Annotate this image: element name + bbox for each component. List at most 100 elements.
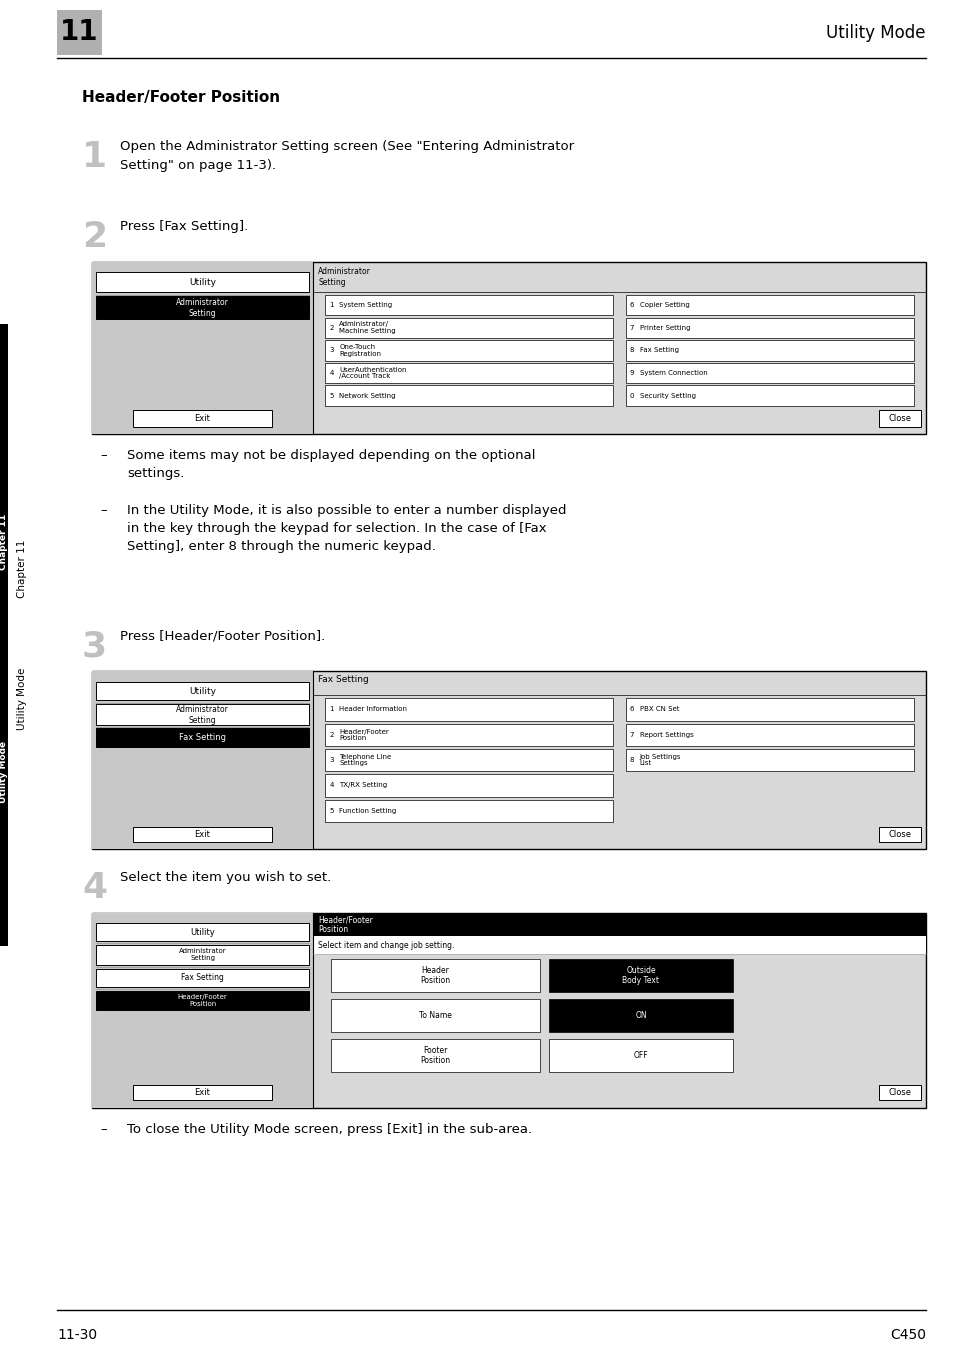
- Text: Administrator
Setting: Administrator Setting: [176, 704, 229, 725]
- Bar: [625, 385, 913, 406]
- Text: –: –: [100, 449, 107, 462]
- Bar: [325, 799, 613, 822]
- Bar: [625, 362, 913, 383]
- Bar: [133, 410, 272, 427]
- Bar: [96, 968, 309, 987]
- Text: –: –: [100, 1124, 107, 1136]
- Text: Telephone Line
Settings: Telephone Line Settings: [339, 754, 391, 767]
- Bar: [96, 729, 309, 748]
- Text: Network Setting: Network Setting: [339, 392, 395, 399]
- Text: Press [Fax Setting].: Press [Fax Setting].: [120, 220, 248, 233]
- Text: Printer Setting: Printer Setting: [639, 324, 689, 331]
- Bar: [96, 945, 309, 964]
- Bar: [96, 272, 309, 292]
- Text: 4: 4: [82, 871, 107, 904]
- Text: 11: 11: [60, 19, 99, 46]
- Text: Header/Footer Position: Header/Footer Position: [82, 91, 280, 105]
- Bar: [91, 913, 925, 1109]
- Text: Close: Close: [887, 830, 910, 838]
- Text: Function Setting: Function Setting: [339, 807, 396, 814]
- Text: Fax Setting: Fax Setting: [639, 347, 678, 353]
- Text: 8: 8: [629, 347, 634, 353]
- Text: System Setting: System Setting: [339, 301, 392, 308]
- Text: Open the Administrator Setting screen (See "Entering Administrator
Setting" on p: Open the Administrator Setting screen (S…: [120, 141, 574, 172]
- Text: Copier Setting: Copier Setting: [639, 301, 689, 308]
- Bar: [625, 699, 913, 721]
- Bar: [325, 318, 613, 338]
- Bar: [313, 937, 925, 955]
- Text: C450: C450: [889, 1328, 925, 1343]
- Bar: [625, 295, 913, 315]
- Text: Some items may not be displayed depending on the optional
settings.: Some items may not be displayed dependin…: [127, 449, 535, 480]
- Text: Utility: Utility: [190, 927, 214, 937]
- Text: Administrator
Setting: Administrator Setting: [317, 268, 371, 287]
- Text: 9: 9: [629, 370, 634, 376]
- Text: ON: ON: [635, 1011, 646, 1021]
- Bar: [57, 9, 102, 55]
- Text: Header Information: Header Information: [339, 707, 407, 713]
- Bar: [878, 827, 920, 842]
- Text: To Name: To Name: [418, 1011, 452, 1021]
- Text: 11-30: 11-30: [57, 1328, 97, 1343]
- Text: 0: 0: [629, 392, 634, 399]
- Text: 6: 6: [629, 707, 634, 713]
- Text: Header/Footer: Header/Footer: [317, 915, 373, 923]
- Text: 2: 2: [82, 220, 107, 254]
- Text: Administrator
Setting: Administrator Setting: [176, 297, 229, 318]
- Text: Select item and change job setting.: Select item and change job setting.: [317, 941, 454, 949]
- Text: Utility Mode: Utility Mode: [0, 741, 9, 803]
- Bar: [325, 362, 613, 383]
- Text: Chapter 11: Chapter 11: [0, 514, 9, 571]
- Text: 2: 2: [329, 731, 334, 738]
- Text: Fax Setting: Fax Setting: [181, 973, 224, 983]
- Text: In the Utility Mode, it is also possible to enter a number displayed
in the key : In the Utility Mode, it is also possible…: [127, 504, 566, 553]
- Bar: [325, 775, 613, 796]
- Text: Outside
Body Text: Outside Body Text: [621, 967, 659, 986]
- Text: UserAuthentication
/Account Track: UserAuthentication /Account Track: [339, 366, 406, 379]
- Bar: [91, 262, 925, 434]
- Text: Utility: Utility: [189, 277, 215, 287]
- Text: PBX CN Set: PBX CN Set: [639, 707, 679, 713]
- Text: Close: Close: [887, 414, 910, 423]
- Text: 3: 3: [329, 757, 334, 763]
- Text: 1: 1: [329, 707, 334, 713]
- Text: Utility Mode: Utility Mode: [825, 23, 925, 42]
- Text: Administrator
Setting: Administrator Setting: [178, 948, 226, 961]
- Bar: [96, 681, 309, 700]
- Bar: [133, 827, 272, 842]
- Bar: [325, 385, 613, 406]
- Text: 1: 1: [82, 141, 107, 174]
- Text: Footer
Position: Footer Position: [420, 1046, 450, 1065]
- Text: Fax Setting: Fax Setting: [317, 676, 369, 684]
- Bar: [96, 296, 309, 319]
- Bar: [325, 295, 613, 315]
- Bar: [878, 1086, 920, 1101]
- Text: 4: 4: [329, 370, 334, 376]
- Text: Header/Footer
Position: Header/Footer Position: [339, 729, 389, 741]
- Text: 7: 7: [629, 324, 634, 331]
- Text: 5: 5: [329, 392, 334, 399]
- Text: Security Setting: Security Setting: [639, 392, 695, 399]
- Bar: [625, 318, 913, 338]
- Text: 4: 4: [329, 783, 334, 788]
- Text: Close: Close: [887, 1088, 910, 1098]
- Text: Utility Mode: Utility Mode: [17, 668, 27, 730]
- Text: OFF: OFF: [633, 1051, 648, 1060]
- Text: 6: 6: [629, 301, 634, 308]
- Text: 3: 3: [82, 629, 107, 662]
- Bar: [91, 671, 313, 849]
- Text: Press [Header/Footer Position].: Press [Header/Footer Position].: [120, 629, 325, 642]
- Bar: [548, 1040, 732, 1072]
- Text: Select the item you wish to set.: Select the item you wish to set.: [120, 871, 331, 884]
- Text: Header
Position: Header Position: [420, 967, 450, 986]
- Text: Position: Position: [317, 925, 348, 934]
- Text: 7: 7: [629, 731, 634, 738]
- Text: TX/RX Setting: TX/RX Setting: [339, 783, 387, 788]
- Text: Administrator/
Machine Setting: Administrator/ Machine Setting: [339, 322, 395, 334]
- Bar: [878, 410, 920, 427]
- Bar: [325, 723, 613, 746]
- Text: Exit: Exit: [194, 1088, 211, 1098]
- Text: Header/Footer
Position: Header/Footer Position: [177, 994, 227, 1007]
- Text: Report Settings: Report Settings: [639, 731, 693, 738]
- Text: Utility: Utility: [189, 687, 215, 695]
